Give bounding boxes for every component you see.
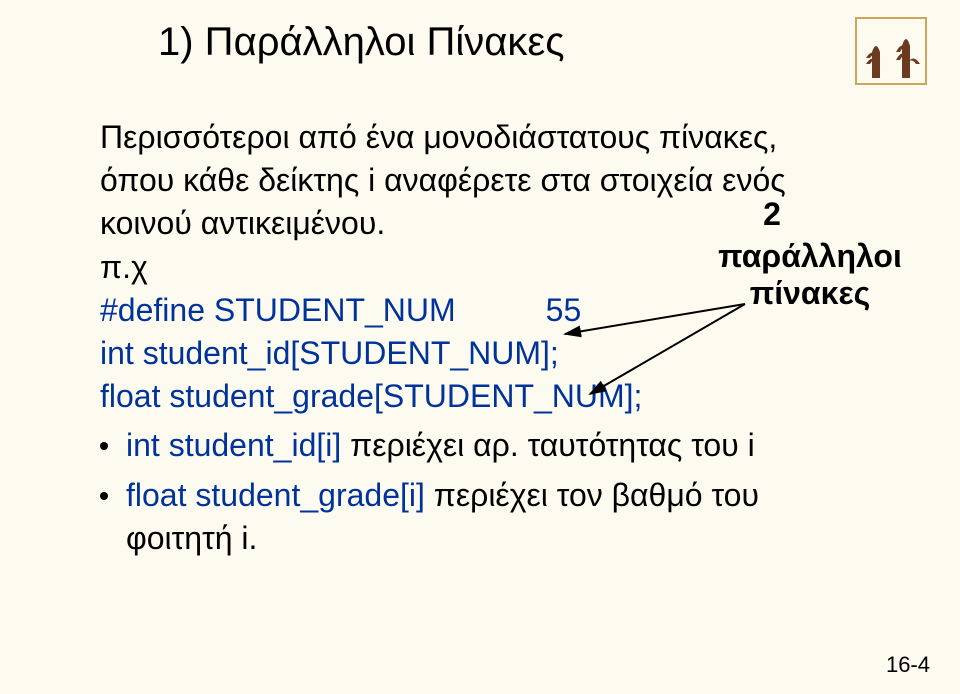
bullet-2-text: float student_grade[i] περιέχει τον βαθμ…	[126, 474, 759, 560]
bullet-1-rest: περιέχει αρ. ταυτότητας του i	[341, 427, 754, 463]
bullet-dot-icon	[100, 442, 108, 450]
bullet-2-line2: φοιτητή i.	[126, 517, 759, 560]
bullet-dot-icon	[100, 492, 108, 500]
bullet-2-code: float student_grade[i]	[126, 477, 425, 513]
bullet-1-code: int student_id[i]	[126, 427, 341, 463]
annotation-arrows-icon	[550, 264, 760, 394]
slide: 1) Παράλληλοι Πίνακες Περισσότεροι από έ…	[0, 0, 960, 694]
bullet-2: float student_grade[i] περιέχει τον βαθμ…	[100, 474, 870, 560]
page-number: 16-4	[886, 652, 930, 678]
institution-logo-icon	[852, 12, 930, 90]
bullet-1-text: int student_id[i] περιέχει αρ. ταυτότητα…	[126, 424, 755, 467]
bullet-2-rest: περιέχει τον βαθμό του	[425, 477, 759, 513]
slide-title: 1) Παράλληλοι Πίνακες	[158, 20, 564, 65]
annotation-count: 2	[672, 196, 872, 233]
code-define: #define STUDENT_NUM	[100, 292, 456, 328]
intro-line-1: Περισσότεροι από ένα μονοδιάστατους πίνα…	[100, 116, 870, 159]
bullet-1: int student_id[i] περιέχει αρ. ταυτότητα…	[100, 424, 870, 467]
